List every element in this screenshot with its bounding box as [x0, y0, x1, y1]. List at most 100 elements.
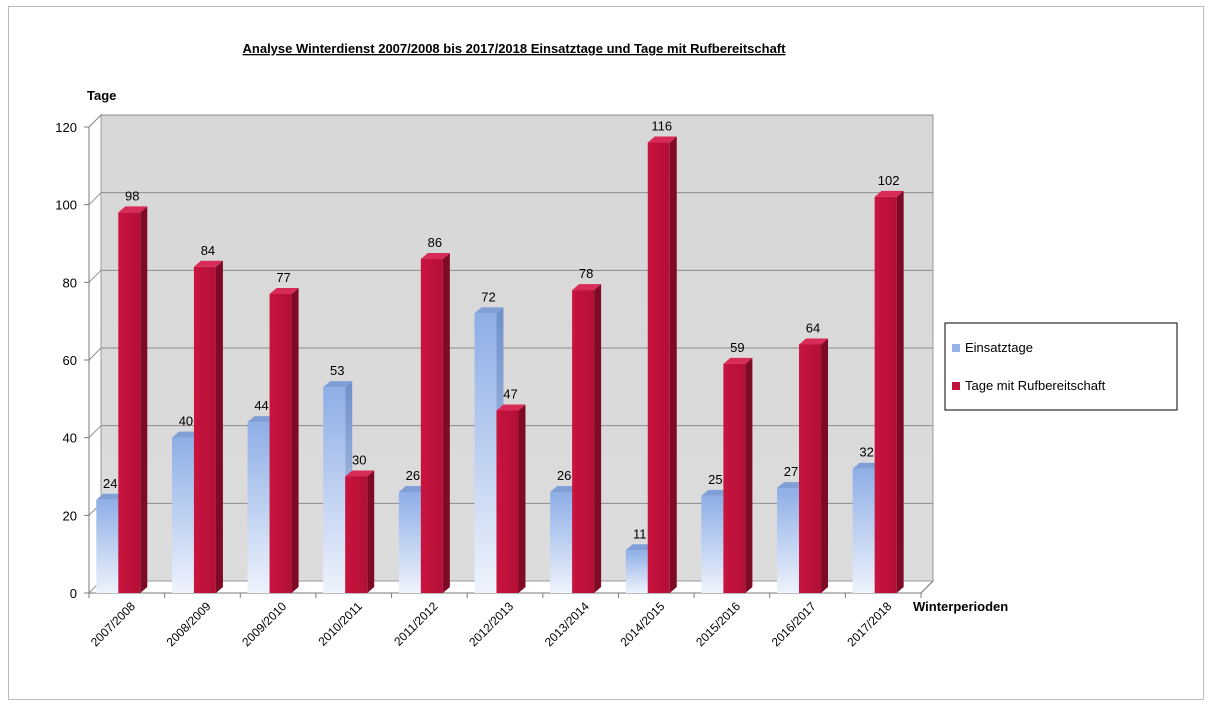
bar-front — [496, 410, 519, 593]
data-label: 11 — [633, 526, 647, 541]
data-labels: 24 98 40 84 44 77 53 30 26 86 72 47 26 78 11 116 25 59 27 6… — [103, 119, 899, 542]
bar-front — [474, 313, 497, 593]
bar-rufbereitschaft — [118, 206, 148, 593]
bar-side — [821, 338, 829, 593]
x-tick-labels: 2007/2008 2008/2009 2009/2010 2010/2011 2011… — [88, 599, 895, 649]
bar-front — [647, 142, 670, 594]
bar-rufbereitschaft — [269, 287, 299, 593]
legend-label: Einsatztage — [965, 340, 1033, 355]
bar-front — [723, 363, 746, 593]
bar-front — [171, 437, 194, 593]
bar-top — [193, 260, 223, 267]
data-label: 102 — [878, 173, 900, 188]
data-label: 32 — [859, 445, 873, 460]
data-label: 72 — [481, 289, 495, 304]
bar-front — [193, 266, 216, 593]
bar-front — [247, 422, 270, 593]
gridline — [88, 347, 102, 361]
data-label: 98 — [125, 188, 139, 203]
legend-label: Tage mit Rufbereitschaft — [965, 378, 1106, 393]
bar-side — [594, 284, 602, 593]
x-tick-label: 2015/2016 — [693, 599, 743, 649]
legend-swatch — [952, 382, 960, 390]
x-tick-label: 2009/2010 — [239, 599, 289, 649]
y-tick-label: 0 — [70, 586, 77, 601]
bar-rufbereitschaft — [193, 260, 223, 593]
bar-top — [572, 284, 602, 291]
x-tick-label: 2007/2008 — [88, 599, 138, 649]
bar-rufbereitschaft — [345, 470, 375, 593]
bar-side — [669, 136, 677, 594]
x-tick-label: 2013/2014 — [542, 599, 592, 649]
data-label: 30 — [352, 453, 366, 468]
x-axis-depth-line — [920, 580, 934, 594]
bar-rufbereitschaft — [420, 253, 450, 594]
bar-side — [215, 260, 223, 593]
bar-rufbereitschaft — [799, 338, 829, 593]
y-tick-label: 40 — [63, 431, 77, 446]
bar-rufbereitschaft — [723, 357, 753, 593]
y-tick-label: 80 — [63, 275, 77, 290]
y-tick-labels: 0 20 40 60 80 100 120 — [55, 120, 77, 601]
gridline — [88, 269, 102, 283]
data-label: 40 — [179, 414, 193, 429]
bar-top — [874, 190, 904, 197]
bar-side — [745, 357, 753, 593]
bar-side — [140, 206, 148, 593]
bar-top — [420, 253, 450, 260]
data-label: 77 — [276, 270, 290, 285]
bar-front — [269, 293, 292, 593]
bar-chart: Analyse Winterdienst 2007/2008 bis 2017/… — [55, 41, 1178, 649]
data-label: 59 — [730, 340, 744, 355]
bar-front — [572, 290, 595, 593]
x-tick-label: 2012/2013 — [466, 599, 516, 649]
bar-side — [442, 253, 450, 594]
bar-top — [550, 486, 580, 493]
data-label: 86 — [428, 235, 442, 250]
bar-front — [323, 387, 346, 593]
gridline — [88, 114, 102, 128]
x-tick-label: 2017/2018 — [844, 599, 894, 649]
data-label: 53 — [330, 363, 344, 378]
bar-top — [118, 206, 148, 213]
x-tick-label: 2011/2012 — [391, 599, 441, 649]
bar-front — [625, 550, 648, 593]
bars — [96, 136, 904, 594]
bar-top — [777, 482, 807, 489]
gridline — [88, 425, 102, 439]
bar-top — [474, 307, 504, 314]
bar-top — [323, 381, 353, 388]
x-tick-label: 2008/2009 — [164, 599, 214, 649]
legend: Einsatztage Tage mit Rufbereitschaft — [944, 322, 1178, 411]
x-axis-label: Winterperioden — [913, 599, 1008, 614]
data-label: 47 — [503, 386, 517, 401]
data-label: 44 — [254, 398, 268, 413]
bar-top — [496, 404, 526, 411]
x-tick-label: 2016/2017 — [769, 599, 819, 649]
bar-top — [269, 287, 299, 294]
data-label: 26 — [406, 468, 420, 483]
gridline — [88, 192, 102, 206]
data-label: 27 — [784, 464, 798, 479]
y-tick-label: 120 — [55, 120, 77, 135]
y-axis-label: Tage — [87, 88, 116, 103]
bar-top — [625, 544, 655, 551]
data-label: 84 — [201, 243, 215, 258]
bar-rufbereitschaft — [496, 404, 526, 593]
bar-front — [345, 476, 368, 593]
bar-top — [345, 470, 375, 477]
bar-front — [398, 492, 421, 593]
data-label: 26 — [557, 468, 571, 483]
chart-frame: Analyse Winterdienst 2007/2008 bis 2017/… — [8, 6, 1204, 700]
data-label: 64 — [806, 320, 820, 335]
chart-title: Analyse Winterdienst 2007/2008 bis 2017/… — [243, 41, 787, 56]
bar-front — [852, 468, 875, 593]
bar-front — [799, 344, 822, 593]
bar-side — [896, 190, 904, 593]
bar-top — [96, 493, 126, 500]
bar-side — [291, 287, 299, 593]
bar-front — [550, 492, 573, 593]
y-tick-label: 20 — [63, 508, 77, 523]
bar-front — [420, 259, 443, 593]
bar-top — [398, 486, 428, 493]
